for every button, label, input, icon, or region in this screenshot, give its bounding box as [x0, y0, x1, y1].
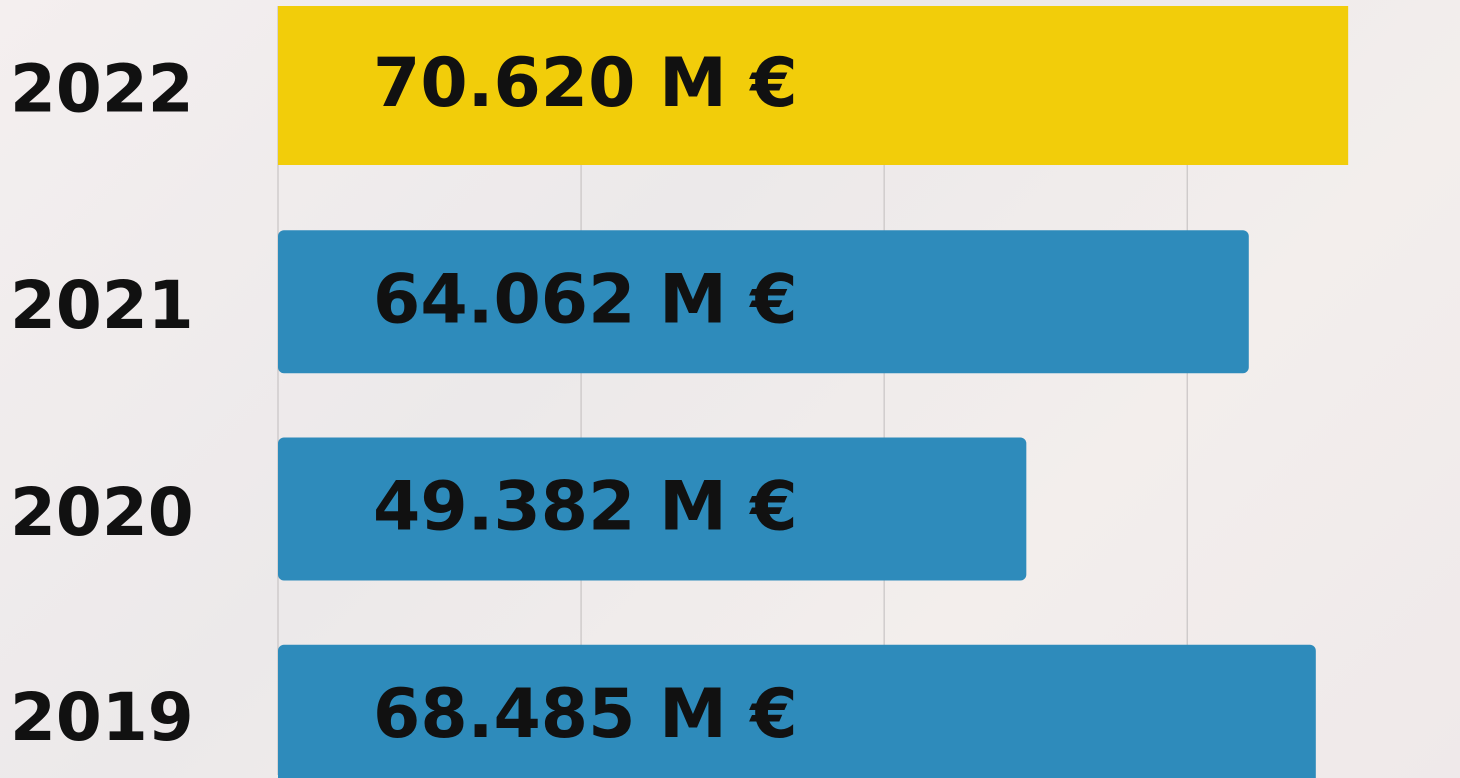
value-label: 70.620 M €: [373, 44, 798, 123]
category-label: 2020: [10, 474, 194, 551]
value-label: 68.485 M €: [373, 675, 798, 754]
category-label: 2022: [10, 51, 194, 128]
value-label: 49.382 M €: [373, 468, 798, 547]
value-label: 64.062 M €: [373, 260, 798, 339]
chart: 70.620 M € 2022 64.062 M € 2021 49.382 M € 20…: [0, 0, 1460, 778]
category-label: 2021: [10, 267, 194, 344]
category-label: 2019: [10, 679, 194, 756]
